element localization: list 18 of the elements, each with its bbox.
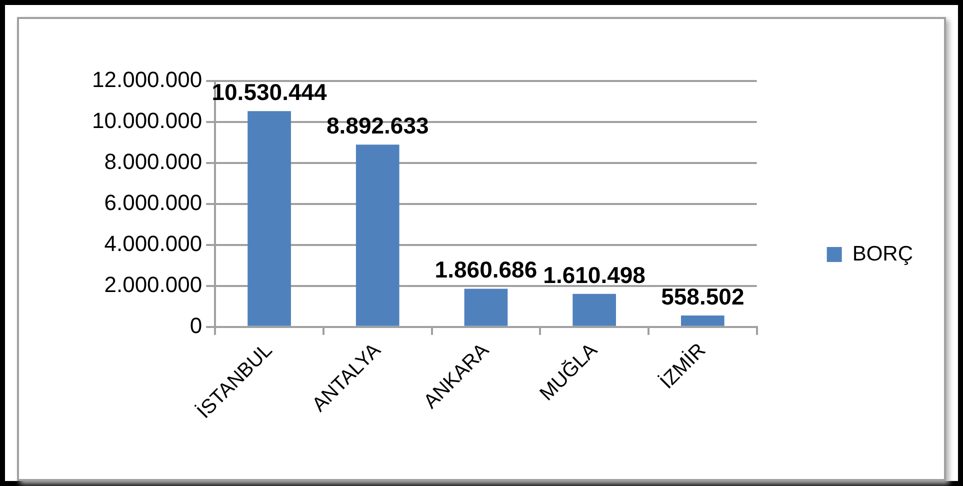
data-label: 558.502: [661, 283, 744, 310]
bar: [248, 111, 291, 326]
bar: [572, 294, 616, 326]
data-label: 1.610.498: [543, 262, 646, 288]
data-label: 10.530.444: [212, 78, 328, 105]
legend-label: BORÇ: [852, 242, 914, 266]
y-tick-label: 12.000.000: [92, 67, 202, 92]
data-label: 8.892.633: [326, 112, 429, 139]
y-tick-label: 8.000.000: [104, 149, 202, 174]
y-tick-label: 10.000.000: [92, 108, 202, 134]
y-tick-label: 4.000.000: [104, 231, 202, 256]
y-tick-label: 2.000.000: [104, 272, 202, 297]
y-tick-label: 0: [190, 312, 202, 338]
bar: [680, 315, 724, 326]
data-label: 1.860.686: [434, 256, 538, 283]
bar: [356, 144, 400, 326]
bar: [464, 288, 508, 326]
y-tick-label: 6.000.000: [104, 190, 202, 216]
